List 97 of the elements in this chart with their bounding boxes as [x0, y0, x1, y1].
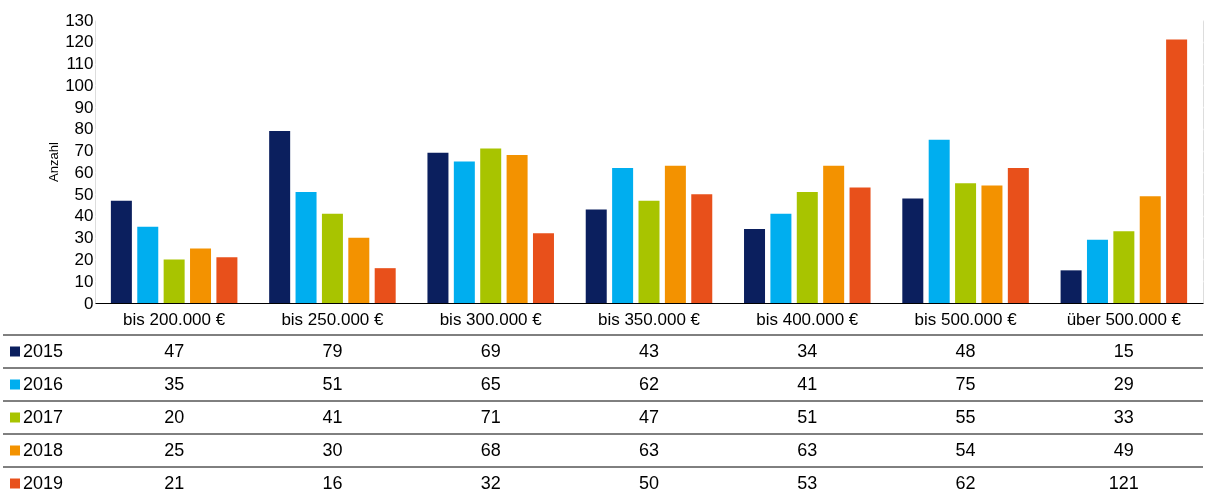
data-label: 54 [955, 439, 976, 460]
bar [480, 148, 502, 303]
data-label: 68 [480, 439, 501, 460]
y-tick-label: 30 [74, 228, 94, 248]
y-tick-label: 20 [74, 249, 94, 269]
bar [1166, 39, 1188, 303]
data-label: 65 [480, 373, 501, 394]
data-label: 43 [638, 340, 660, 361]
bar [585, 209, 607, 303]
legend-label: 2017 [23, 406, 64, 427]
y-tick-label: 60 [74, 162, 94, 182]
bar [374, 268, 396, 303]
data-label: 62 [955, 472, 976, 493]
data-label: 41 [322, 406, 343, 427]
bar [691, 194, 713, 303]
bar [110, 200, 132, 303]
data-label: 29 [1113, 373, 1134, 394]
x-tick-label: über 500.000 € [1066, 309, 1182, 329]
bar [1086, 239, 1108, 303]
bar [216, 257, 238, 303]
data-label: 50 [638, 472, 660, 493]
bar [348, 237, 370, 303]
data-label: 69 [480, 340, 501, 361]
bar [137, 226, 159, 303]
data-label: 34 [797, 340, 818, 361]
bar [427, 152, 449, 303]
data-label: 47 [164, 340, 185, 361]
data-label: 63 [797, 439, 818, 460]
bar [902, 198, 924, 303]
x-tick-label: bis 350.000 € [597, 309, 701, 329]
data-label: 21 [164, 472, 185, 493]
x-tick-label: bis 300.000 € [439, 309, 543, 329]
data-label: 35 [164, 373, 185, 394]
bar [612, 168, 634, 303]
x-tick-label: bis 400.000 € [756, 309, 859, 329]
data-label: 63 [638, 439, 660, 460]
legend-label: 2019 [23, 472, 64, 493]
y-tick-label: 100 [65, 75, 94, 95]
bar [796, 191, 818, 303]
data-label: 20 [164, 406, 185, 427]
bar [1139, 196, 1161, 303]
bar [849, 187, 871, 303]
bar [163, 259, 185, 303]
bar [190, 248, 212, 303]
bar [295, 191, 317, 303]
bar [664, 165, 686, 303]
bar [453, 161, 475, 303]
y-tick-label: 130 [65, 10, 94, 30]
data-label: 49 [1113, 439, 1134, 460]
data-label: 15 [1113, 340, 1134, 361]
x-tick-label: bis 250.000 € [281, 309, 385, 329]
y-axis-title: Anzahl [46, 142, 62, 182]
bar [506, 154, 528, 303]
bar [638, 200, 660, 303]
bar [981, 185, 1003, 303]
bar [532, 233, 554, 303]
legend-label: 2018 [23, 439, 64, 460]
y-tick-label: 50 [74, 184, 94, 204]
data-label: 55 [955, 406, 976, 427]
data-label: 47 [638, 406, 660, 427]
data-label: 41 [797, 373, 818, 394]
data-label: 53 [797, 472, 818, 493]
legend-label: 2016 [23, 373, 64, 394]
bar [1060, 270, 1082, 303]
data-label: 51 [322, 373, 343, 394]
data-label: 75 [955, 373, 976, 394]
bar [823, 165, 845, 303]
data-label: 121 [1108, 472, 1139, 493]
data-label: 51 [797, 406, 818, 427]
data-label: 32 [480, 472, 501, 493]
x-tick-label: bis 500.000 € [914, 309, 1018, 329]
y-tick-label: 70 [74, 141, 94, 161]
data-label: 79 [322, 340, 343, 361]
data-label: 62 [638, 373, 660, 394]
data-label: 33 [1113, 406, 1134, 427]
data-label: 71 [480, 406, 501, 427]
y-tick-label: 10 [74, 271, 94, 291]
data-label: 16 [322, 472, 343, 493]
y-tick-label: 0 [84, 293, 94, 313]
y-tick-label: 40 [74, 206, 94, 226]
y-tick-label: 110 [66, 54, 94, 74]
legend-label: 2015 [23, 340, 64, 361]
bar [321, 213, 343, 303]
bar [770, 213, 792, 303]
data-label: 30 [322, 439, 343, 460]
bar [269, 131, 291, 303]
data-label: 25 [164, 439, 185, 460]
y-tick-label: 120 [65, 32, 94, 52]
bar [1007, 168, 1029, 303]
bar [744, 228, 766, 303]
data-label: 48 [955, 340, 976, 361]
bar [955, 183, 977, 303]
bar [928, 139, 950, 303]
x-tick-label: bis 200.000 € [123, 309, 226, 329]
y-tick-label: 90 [74, 97, 94, 117]
y-tick-label: 80 [74, 119, 94, 139]
bar [1113, 231, 1135, 303]
